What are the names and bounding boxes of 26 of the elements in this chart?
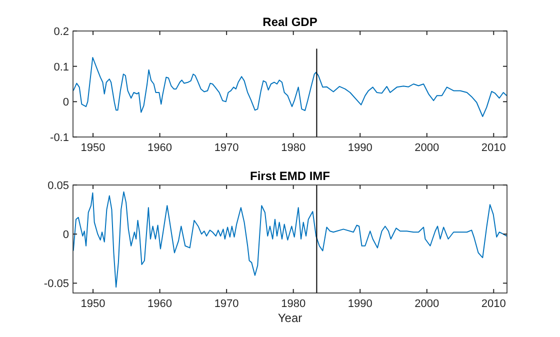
y-tick-label: 0	[62, 229, 69, 242]
x-tick-label: 1970	[214, 298, 239, 310]
x-tick-label: 1950	[80, 142, 106, 154]
y-tick-label: -0.1	[50, 132, 69, 144]
x-tick-label: 1990	[348, 142, 372, 154]
y-tick-label: 0.2	[54, 26, 69, 38]
x-tick-label: 2000	[414, 142, 440, 154]
x-tick-label: 1970	[214, 142, 239, 154]
x-axis-title: Year	[278, 311, 302, 325]
line-series	[73, 191, 507, 288]
x-tick-label: 2010	[481, 142, 506, 154]
x-tick-label: 1990	[348, 298, 372, 310]
x-tick-label: 1980	[281, 142, 306, 154]
y-tick-label: -0.05	[44, 278, 69, 290]
line-series	[73, 57, 507, 118]
x-tick-label: 1980	[281, 298, 306, 310]
x-tick-label: 1960	[148, 142, 172, 154]
chart-title: Real GDP	[262, 15, 318, 29]
y-tick-label: 0.1	[54, 61, 69, 74]
x-tick-label: 2000	[414, 298, 440, 310]
chart-title: First EMD IMF	[250, 169, 330, 183]
x-tick-label: 2010	[481, 298, 506, 310]
x-tick-label: 1960	[148, 298, 172, 310]
y-tick-label: 0	[62, 96, 69, 109]
x-tick-label: 1950	[80, 298, 106, 310]
y-tick-label: 0.05	[48, 180, 69, 192]
